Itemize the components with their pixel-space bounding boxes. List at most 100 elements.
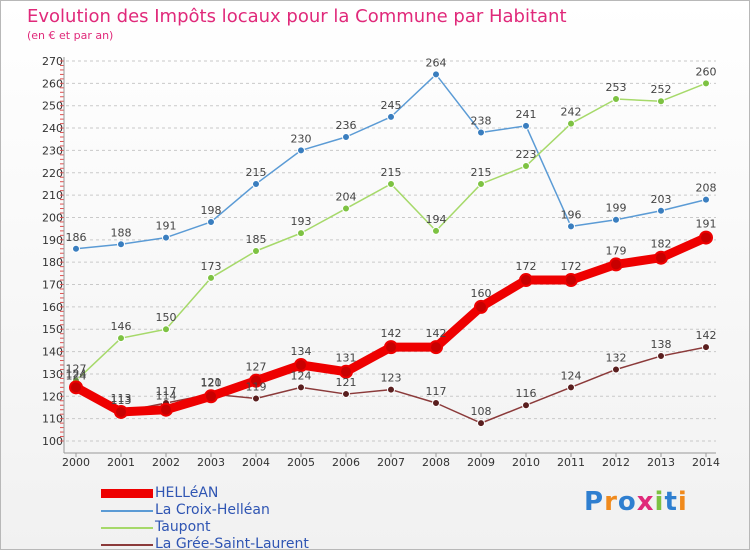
x-tick-label: 2011 bbox=[557, 456, 585, 469]
data-point bbox=[339, 364, 353, 379]
legend-label: La Grée-Saint-Laurent bbox=[155, 536, 309, 552]
data-point bbox=[387, 179, 395, 188]
y-tick-label: 270 bbox=[42, 55, 63, 68]
x-tick-label: 2001 bbox=[107, 456, 135, 469]
legend-swatch bbox=[101, 510, 153, 512]
data-point bbox=[477, 419, 485, 428]
data-label: 191 bbox=[696, 218, 717, 231]
data-point bbox=[522, 121, 530, 130]
legend-swatch bbox=[101, 527, 153, 529]
y-tick-label: 160 bbox=[42, 301, 63, 314]
data-point bbox=[612, 365, 620, 374]
data-label: 179 bbox=[606, 244, 627, 257]
data-point bbox=[702, 343, 710, 352]
chart-title: Evolution des Impôts locaux pour la Comm… bbox=[27, 6, 567, 27]
data-point bbox=[297, 383, 305, 392]
legend-swatch bbox=[101, 489, 153, 498]
y-tick-label: 170 bbox=[42, 279, 63, 292]
data-label: 123 bbox=[381, 372, 402, 385]
data-label: 188 bbox=[111, 226, 132, 239]
logo-letter: P bbox=[584, 487, 605, 517]
data-point bbox=[159, 402, 173, 417]
data-label: 124 bbox=[291, 369, 312, 382]
data-label: 142 bbox=[696, 329, 717, 342]
data-point bbox=[567, 119, 575, 128]
logo-letter: i bbox=[654, 487, 665, 517]
legend-label: La Croix-Helléan bbox=[155, 502, 270, 518]
y-tick-label: 180 bbox=[42, 256, 63, 269]
data-label: 119 bbox=[246, 381, 267, 394]
data-point bbox=[609, 257, 623, 272]
y-tick-label: 130 bbox=[42, 368, 63, 381]
data-point bbox=[612, 95, 620, 103]
data-label: 185 bbox=[246, 233, 267, 246]
data-point bbox=[294, 358, 308, 372]
legend-label: HELLéAN bbox=[155, 485, 219, 501]
data-point bbox=[297, 146, 305, 155]
data-label: 121 bbox=[201, 376, 222, 389]
x-tick-label: 2007 bbox=[377, 456, 405, 469]
data-label: 242 bbox=[561, 106, 582, 119]
x-tick-label: 2010 bbox=[512, 456, 540, 469]
data-label: 172 bbox=[516, 260, 537, 273]
data-label: 203 bbox=[651, 193, 672, 206]
y-tick-label: 120 bbox=[42, 390, 63, 403]
data-label: 204 bbox=[336, 191, 357, 204]
x-tick-label: 2006 bbox=[332, 456, 360, 469]
data-label: 124 bbox=[561, 369, 582, 382]
data-point bbox=[519, 273, 533, 288]
data-point bbox=[387, 385, 395, 394]
x-tick-label: 2014 bbox=[692, 456, 720, 469]
x-tick-label: 2004 bbox=[242, 456, 270, 469]
data-label: 230 bbox=[291, 132, 312, 145]
data-label: 245 bbox=[381, 99, 402, 112]
y-tick-label: 250 bbox=[42, 100, 63, 113]
data-label: 116 bbox=[516, 387, 537, 400]
chart-subtitle: (en € et par an) bbox=[27, 29, 114, 42]
data-point bbox=[117, 334, 125, 343]
x-tick-label: 2013 bbox=[647, 456, 675, 469]
data-point bbox=[657, 206, 665, 215]
data-label: 208 bbox=[696, 182, 717, 195]
proxiti-logo: Proxiti bbox=[584, 487, 688, 517]
data-label: 142 bbox=[426, 327, 447, 340]
logo-letter: i bbox=[677, 487, 688, 517]
data-label: 160 bbox=[471, 287, 492, 300]
data-point bbox=[162, 233, 170, 242]
y-tick-label: 140 bbox=[42, 346, 63, 359]
data-point bbox=[252, 247, 260, 255]
data-label: 238 bbox=[471, 115, 492, 128]
data-label: 252 bbox=[651, 83, 672, 96]
y-tick-label: 260 bbox=[42, 77, 63, 90]
data-label: 196 bbox=[561, 208, 582, 221]
logo-letter: x bbox=[636, 487, 655, 517]
data-point bbox=[342, 390, 350, 399]
data-label: 264 bbox=[426, 56, 447, 69]
data-label: 142 bbox=[381, 327, 402, 340]
data-point bbox=[702, 79, 710, 88]
data-point bbox=[474, 299, 488, 314]
x-tick-label: 2009 bbox=[467, 456, 495, 469]
data-point bbox=[657, 97, 665, 106]
data-label: 182 bbox=[651, 238, 672, 251]
logo-letter: o bbox=[617, 487, 637, 517]
data-label: 121 bbox=[336, 376, 357, 389]
legend-swatch bbox=[101, 544, 153, 546]
data-label: 113 bbox=[111, 392, 132, 405]
data-label: 132 bbox=[606, 351, 627, 364]
logo-letter: t bbox=[664, 487, 678, 517]
data-label: 113 bbox=[111, 394, 132, 407]
data-label: 173 bbox=[201, 260, 222, 273]
data-point bbox=[207, 217, 215, 226]
data-point bbox=[252, 179, 260, 188]
data-point bbox=[699, 230, 713, 245]
x-tick-label: 2002 bbox=[152, 456, 180, 469]
data-point bbox=[72, 244, 80, 253]
data-point bbox=[342, 204, 350, 213]
data-point bbox=[657, 352, 665, 361]
data-point bbox=[69, 380, 83, 395]
data-point bbox=[384, 340, 398, 355]
data-point bbox=[567, 222, 575, 231]
data-point bbox=[252, 394, 260, 403]
